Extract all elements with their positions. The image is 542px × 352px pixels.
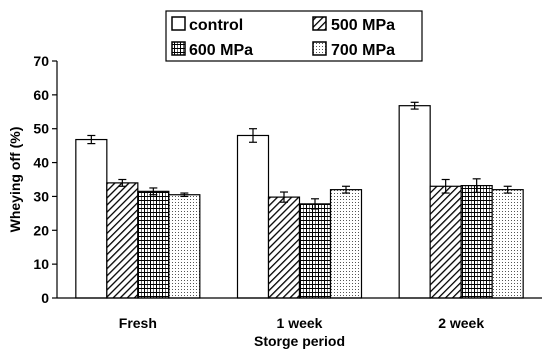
legend-label-600mpa: 600 MPa	[189, 42, 253, 59]
bars	[75, 101, 524, 299]
bar	[429, 185, 462, 299]
y-tick-label: 10	[33, 256, 49, 272]
x-axis-title: Storge period	[254, 333, 345, 349]
bar	[236, 134, 270, 299]
bar	[106, 182, 139, 299]
bar	[491, 189, 524, 299]
bar	[75, 138, 108, 299]
x-tick-label: 1 week	[277, 315, 323, 331]
bar	[168, 194, 201, 299]
legend-frame	[165, 10, 423, 62]
legend-item-500mpa: 500 MPa	[312, 16, 395, 34]
y-axis-title: Wheying off (%)	[7, 127, 23, 233]
bar	[460, 184, 493, 299]
legend-item-control: control	[171, 16, 243, 34]
y-tick-label: 50	[33, 121, 49, 137]
legend-label-700mpa: 700 MPa	[331, 42, 395, 59]
y-tick-label: 60	[33, 87, 49, 103]
x-axis-labels: Fresh 1 week 2 week	[119, 315, 485, 331]
y-tick-label: 0	[41, 290, 49, 306]
bar	[398, 105, 431, 299]
y-axis-ticks: 0 10 20 30 40 50 60 70	[33, 53, 57, 306]
y-tick-label: 30	[33, 188, 49, 204]
x-tick-label: 2 week	[438, 315, 484, 331]
bar	[329, 189, 363, 299]
legend-swatch-control	[171, 16, 186, 31]
legend-swatch-600mpa	[171, 41, 186, 56]
bar	[267, 196, 301, 299]
legend-label-500mpa: 500 MPa	[331, 17, 395, 34]
legend-item-600mpa: 600 MPa	[171, 41, 253, 59]
legend-swatch-500mpa	[312, 16, 327, 31]
legend-swatch-700mpa	[312, 41, 327, 56]
legend-item-700mpa: 700 MPa	[312, 41, 395, 59]
bar	[298, 203, 332, 299]
y-tick-label: 40	[33, 155, 49, 171]
bar	[137, 190, 170, 299]
y-tick-label: 20	[33, 222, 49, 238]
legend: control 500 MPa 600 MPa 700 MPa	[165, 10, 423, 62]
x-tick-label: Fresh	[119, 315, 157, 331]
legend-label-control: control	[189, 17, 243, 34]
y-tick-label: 70	[33, 53, 49, 69]
